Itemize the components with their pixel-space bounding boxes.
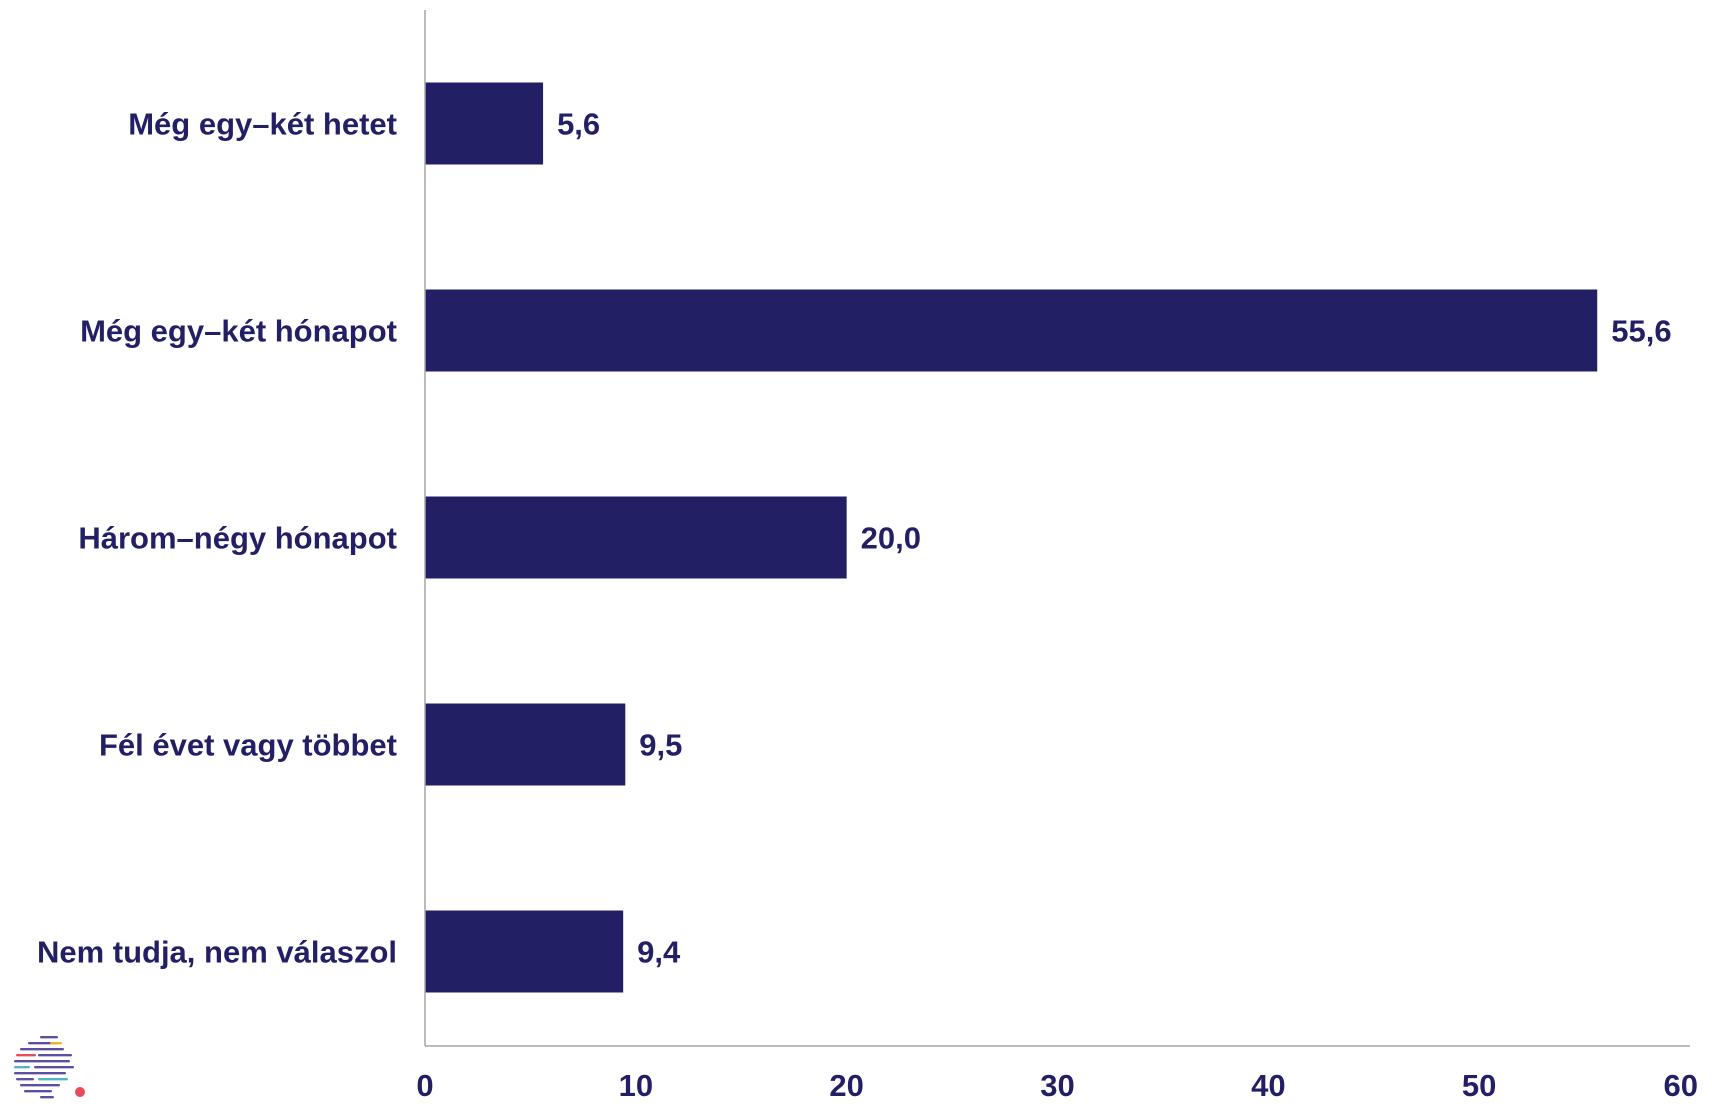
stripes-logo-icon [10,1032,90,1100]
data-label: 20,0 [861,521,921,556]
logo-stripe [16,1054,36,1057]
data-label: 9,5 [639,728,682,763]
logo-stripe [14,1066,30,1069]
category-label: Három–négy hónapot [78,521,397,556]
logo-stripe [20,1084,60,1087]
logo-stripe [20,1048,64,1051]
logo-stripe [14,1072,66,1075]
labels-layer: Még egy–két hetet 5,6 Még egy–két hónapot 5… [37,107,1672,970]
data-label: 9,4 [637,935,681,970]
x-tick-label: 50 [1462,1068,1496,1101]
category-label: Fél évet vagy többet [99,728,397,763]
category-label: Nem tudja, nem válaszol [37,935,397,970]
data-label: 5,6 [557,107,600,142]
logo-stripe [40,1036,58,1039]
x-tick-label: 60 [1664,1068,1698,1101]
x-tick-label: 10 [619,1068,653,1101]
logo-stripe [50,1042,62,1045]
bars-layer [425,82,1598,993]
bar [425,496,847,579]
logo-stripe [16,1078,34,1081]
data-label: 55,6 [1611,314,1671,349]
bar [425,703,626,786]
bar [425,82,544,165]
logo-svg [14,1036,85,1099]
category-label: Még egy–két hónapot [80,314,397,349]
x-tick-label: 20 [829,1068,863,1101]
x-tick-label: 40 [1251,1068,1285,1101]
logo-dot [75,1087,85,1097]
category-label: Még egy–két hetet [128,107,397,142]
x-tick-label: 30 [1040,1068,1074,1101]
axis-layer: 0 10 20 30 40 50 60 [416,10,1698,1103]
logo-stripe [38,1078,68,1081]
bar [425,289,1598,372]
logo-stripe [24,1090,52,1093]
x-tick-label: 0 [416,1068,433,1101]
logo-stripe [14,1060,70,1063]
logo-stripe [34,1066,74,1069]
bar [425,910,624,993]
logo-stripe [38,1054,72,1057]
logo-stripe [40,1096,54,1099]
